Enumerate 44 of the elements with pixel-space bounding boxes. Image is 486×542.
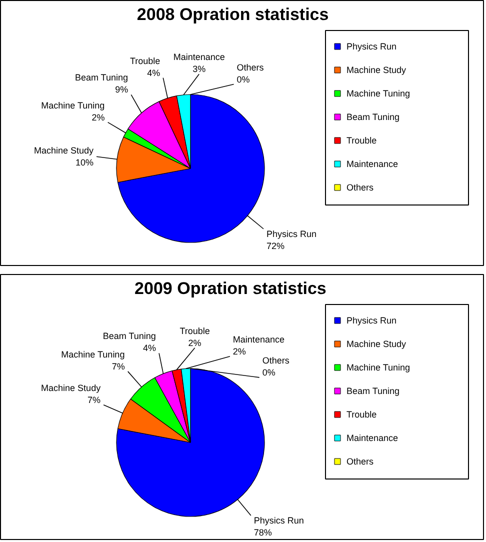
slice-label: Trouble bbox=[180, 326, 210, 336]
category-label: Others bbox=[236, 62, 264, 72]
text: 0% bbox=[236, 74, 250, 84]
slice-label: Physics Run bbox=[254, 515, 304, 526]
legend-label: Trouble bbox=[346, 410, 377, 420]
slice-label: Beam Tuning bbox=[74, 72, 128, 83]
legend-label: Beam Tuning bbox=[346, 386, 400, 396]
data-label: 78% bbox=[254, 527, 272, 538]
legend-label: Beam Tuning bbox=[346, 112, 400, 122]
category-label: Others bbox=[262, 355, 290, 366]
data-label: 4% bbox=[143, 343, 156, 354]
legend-label: Physics Run bbox=[346, 316, 397, 326]
chart-title: 2008 Opration statistics bbox=[136, 5, 329, 24]
legend-label: Machine Tuning bbox=[346, 362, 410, 372]
slice-label: Maintenance bbox=[173, 52, 225, 62]
legend-label: Machine Study bbox=[346, 339, 407, 349]
legend-label: Others bbox=[346, 182, 374, 192]
slice-label: Machine Study bbox=[34, 146, 94, 156]
slice-label: Machine Tuning bbox=[41, 100, 105, 110]
legend-label: Maintenance bbox=[346, 159, 398, 169]
data-label: 2% bbox=[92, 112, 105, 122]
slice-label: Machine Study bbox=[41, 382, 102, 393]
data-label: 7% bbox=[88, 394, 101, 405]
legend-label: Maintenance bbox=[346, 433, 398, 443]
data-label: 3% bbox=[192, 64, 206, 74]
legend-label: Physics Run bbox=[346, 42, 397, 52]
slice-label: Machine Tuning bbox=[61, 349, 125, 360]
chart-title: 2009 Opration statistics bbox=[134, 279, 326, 298]
data-label: 4% bbox=[147, 68, 160, 78]
legend-label: Machine Study bbox=[346, 65, 407, 75]
slice-label: Maintenance bbox=[232, 334, 284, 344]
legend-label: Machine Tuning bbox=[346, 88, 410, 98]
data-label: 10% bbox=[76, 158, 94, 168]
legend-label: Others bbox=[346, 456, 374, 466]
slice-label: Physics Run bbox=[266, 228, 317, 239]
data-label: 2% bbox=[188, 338, 202, 348]
legend-label: Trouble bbox=[346, 136, 377, 146]
data-label: 72% bbox=[266, 240, 284, 251]
slice-label: Trouble bbox=[130, 56, 160, 66]
slice-label: Beam Tuning bbox=[102, 331, 156, 342]
data-label: 2% bbox=[232, 346, 246, 356]
text: 0% bbox=[262, 367, 276, 378]
data-label: 7% bbox=[112, 361, 125, 372]
data-label: 9% bbox=[115, 84, 128, 95]
